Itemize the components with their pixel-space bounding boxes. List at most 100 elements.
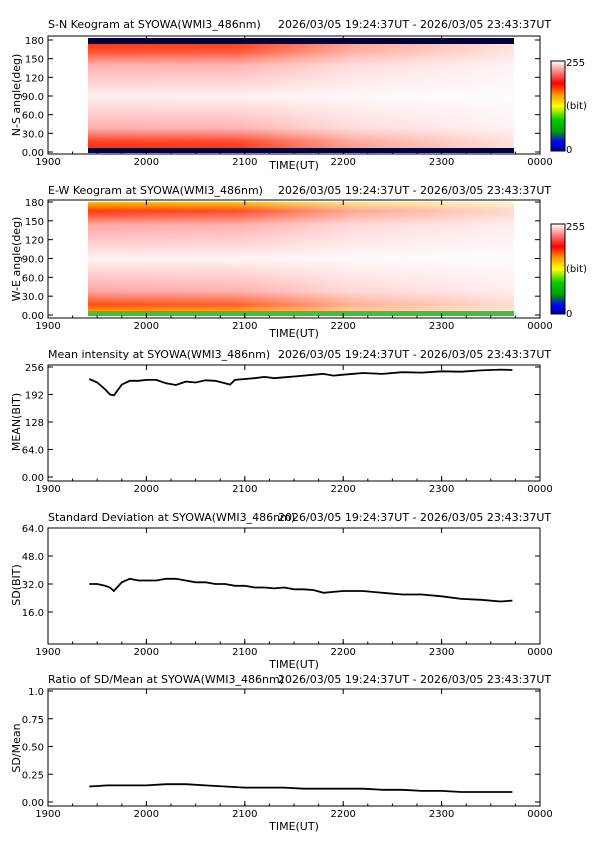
- sd-ticks: 16.0 32.0 48.0 64.0 1900 2000 2100 2200 2300 0000: [22, 524, 553, 658]
- x-tick-label: 1900: [35, 157, 60, 168]
- sn-keogram-fade: [88, 40, 514, 153]
- y-tick-label: 60.0: [22, 111, 44, 122]
- y-tick-label: 180: [25, 198, 44, 209]
- ratio-ticks: 0.00 0.25 0.50 0.75 1.0 1900 2000 2100 2200 2300 0…: [22, 687, 553, 820]
- y-tick-label: 48.0: [22, 552, 44, 563]
- sd-panel: Standard Deviation at SYOWA(WMI3_486nm) …: [10, 511, 553, 671]
- ratio-xlabel: TIME(UT): [268, 820, 319, 833]
- y-tick-label: 0.00: [22, 798, 44, 809]
- mean-series-line: [88, 368, 513, 397]
- y-tick-label: 150: [25, 217, 44, 228]
- x-tick-label: 1900: [35, 484, 60, 495]
- x-tick-label: 1900: [35, 321, 60, 332]
- x-tick-label: 2100: [232, 321, 257, 332]
- y-tick-label: 90.0: [22, 92, 44, 103]
- ew-keogram-bottom-band: [88, 311, 514, 316]
- y-tick-label: 0.00: [22, 473, 44, 484]
- sd-ylabel: SD(BIT): [10, 564, 23, 606]
- sn-keogram-x-ticks: 1900 2000 2100 2200 2300 0000: [35, 36, 553, 168]
- x-tick-label: 2300: [429, 647, 454, 658]
- y-tick-label: 0.00: [22, 148, 44, 159]
- x-tick-label: 2300: [429, 809, 454, 820]
- mean-time-range: 2026/03/05 19:24:37UT - 2026/03/05 23:43…: [278, 348, 551, 361]
- y-tick-label: 192: [25, 391, 44, 402]
- x-tick-label: 0000: [527, 484, 552, 495]
- x-tick-label: 0000: [527, 809, 552, 820]
- sn-colorbar: [550, 60, 566, 152]
- y-tick-label: 32.0: [22, 580, 44, 591]
- ew-keogram-xlabel: TIME(UT): [268, 327, 319, 340]
- x-tick-label: 2300: [429, 484, 454, 495]
- x-tick-label: 2200: [330, 157, 355, 168]
- ratio-title: Ratio of SD/Mean at SYOWA(WMI3_486nm): [48, 673, 284, 686]
- mean-ticks: 0.00 64.0 128 192 256 1900 2000 2100 2200 2300 000…: [22, 363, 553, 495]
- ew-keogram-panel: E-W Keogram at SYOWA(WMI3_486nm) 2026/03…: [10, 184, 587, 340]
- x-tick-label: 2300: [429, 157, 454, 168]
- y-tick-label: 150: [25, 55, 44, 66]
- mean-title: Mean intensity at SYOWA(WMI3_486nm): [48, 348, 270, 361]
- ew-keogram-x-ticks: 1900 2000 2100 2200 2300 0000: [35, 200, 553, 332]
- y-tick-label: 30.0: [22, 292, 44, 303]
- sn-colorbar-max-label: 255: [566, 58, 585, 69]
- sn-keogram-panel: S-N Keogram at SYOWA(WMI3_486nm) 2026/03…: [10, 18, 587, 172]
- x-tick-label: 2300: [429, 321, 454, 332]
- y-tick-label: 60.0: [22, 273, 44, 284]
- x-tick-label: 2200: [330, 809, 355, 820]
- sn-keogram-y-ticks: 0.00 30.0 60.0 90.0 120 150 180: [22, 36, 540, 159]
- sd-time-range: 2026/03/05 19:24:37UT - 2026/03/05 23:43…: [278, 511, 551, 524]
- y-tick-label: 120: [25, 236, 44, 247]
- y-tick-label: 30.0: [22, 129, 44, 140]
- sn-keogram-top-band: [88, 38, 514, 44]
- x-tick-label: 2000: [134, 484, 159, 495]
- y-tick-label: 256: [25, 363, 44, 374]
- x-tick-label: 1900: [35, 647, 60, 658]
- x-tick-label: 2100: [232, 157, 257, 168]
- ratio-ylabel: SD/Mean: [10, 723, 23, 772]
- sn-keogram-xlabel: TIME(UT): [268, 159, 319, 172]
- sn-keogram-bottom-band: [88, 148, 514, 153]
- x-tick-label: 2100: [232, 647, 257, 658]
- mean-frame: [47, 364, 541, 482]
- ratio-time-range: 2026/03/05 19:24:37UT - 2026/03/05 23:43…: [278, 673, 551, 686]
- x-tick-label: 2100: [232, 484, 257, 495]
- mean-panel: Mean intensity at SYOWA(WMI3_486nm) 2026…: [10, 348, 553, 495]
- sn-keogram-title: S-N Keogram at SYOWA(WMI3_486nm): [48, 18, 261, 31]
- ew-keogram-y-ticks: 0.00 30.0 60.0 90.0 120 150 180: [22, 198, 540, 322]
- y-tick-label: 1.0: [28, 687, 44, 698]
- ew-keogram-title: E-W Keogram at SYOWA(WMI3_486nm): [48, 184, 263, 197]
- y-tick-label: 128: [25, 418, 44, 429]
- y-tick-label: 0.00: [22, 311, 44, 322]
- x-tick-label: 2000: [134, 321, 159, 332]
- ratio-series-line: [89, 783, 513, 793]
- x-tick-label: 2200: [330, 321, 355, 332]
- ew-keogram-time-range: 2026/03/05 19:24:37UT - 2026/03/05 23:43…: [278, 184, 551, 197]
- ew-colorbar-max-label: 255: [566, 222, 585, 233]
- y-tick-label: 180: [25, 36, 44, 47]
- x-tick-label: 2000: [134, 809, 159, 820]
- y-tick-label: 16.0: [22, 608, 44, 619]
- ew-colorbar: [550, 223, 566, 315]
- ew-colorbar-unit-label: (bit): [566, 264, 587, 275]
- x-tick-label: 2000: [134, 157, 159, 168]
- y-tick-label: 64.0: [22, 524, 44, 535]
- sn-colorbar-min-label: 0: [566, 145, 572, 156]
- ew-colorbar-min-label: 0: [566, 309, 572, 320]
- y-tick-label: 0.25: [22, 770, 44, 781]
- sd-xlabel: TIME(UT): [268, 658, 319, 671]
- y-tick-label: 120: [25, 73, 44, 84]
- y-tick-label: 0.50: [22, 743, 44, 754]
- sn-colorbar-unit-label: (bit): [566, 101, 587, 112]
- sn-keogram-ylabel: N-S angle(deg): [10, 54, 23, 137]
- ew-keogram-fade: [88, 202, 514, 316]
- sd-title: Standard Deviation at SYOWA(WMI3_486nm): [48, 511, 295, 524]
- x-tick-label: 0000: [527, 647, 552, 658]
- x-tick-label: 2000: [134, 647, 159, 658]
- sd-series-line: [89, 577, 513, 603]
- x-tick-label: 0000: [527, 157, 552, 168]
- y-tick-label: 0.75: [22, 715, 44, 726]
- y-tick-label: 90.0: [22, 255, 44, 266]
- ratio-panel: Ratio of SD/Mean at SYOWA(WMI3_486nm) 20…: [10, 673, 553, 833]
- x-tick-label: 2200: [330, 647, 355, 658]
- sn-keogram-time-range: 2026/03/05 19:24:37UT - 2026/03/05 23:43…: [278, 18, 551, 31]
